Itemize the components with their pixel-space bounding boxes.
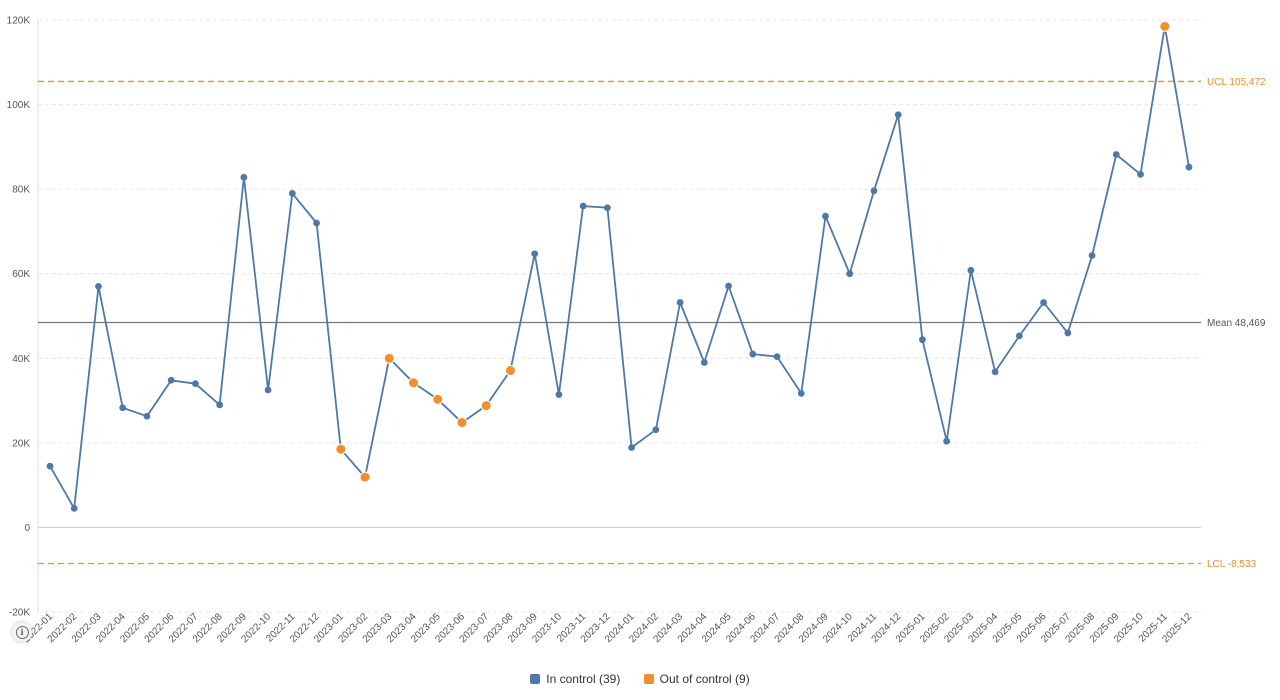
grid-lines [38, 20, 1201, 612]
y-tick-label: 100K [7, 100, 31, 111]
series-line [50, 26, 1189, 508]
data-point-in-control[interactable] [265, 387, 272, 394]
data-point-in-control[interactable] [1113, 151, 1120, 158]
data-point-out-of-control[interactable] [409, 378, 419, 388]
legend-label-in-control: In control (39) [546, 672, 620, 686]
info-icon: i [16, 626, 29, 639]
data-point-out-of-control[interactable] [481, 401, 491, 411]
data-point-in-control[interactable] [895, 111, 902, 118]
reference-lines: UCL 105,472 Mean 48,469 LCL -8,533 [38, 77, 1266, 570]
data-point-in-control[interactable] [119, 404, 126, 411]
y-tick-label: 40K [12, 354, 30, 365]
data-point-in-control[interactable] [652, 426, 659, 433]
y-tick-label: 80K [12, 185, 30, 196]
data-point-out-of-control[interactable] [1160, 21, 1170, 31]
data-point-in-control[interactable] [967, 267, 974, 274]
data-point-in-control[interactable] [1186, 164, 1193, 171]
x-axis: 2022-012022-022022-032022-042022-052022-… [21, 611, 1194, 645]
data-points [47, 21, 1193, 511]
data-point-in-control[interactable] [216, 401, 223, 408]
data-point-in-control[interactable] [1064, 330, 1071, 337]
data-point-in-control[interactable] [943, 438, 950, 445]
mean-label: Mean 48,469 [1207, 318, 1266, 329]
data-point-in-control[interactable] [47, 463, 54, 470]
data-point-in-control[interactable] [556, 391, 563, 398]
data-point-in-control[interactable] [95, 283, 102, 290]
legend-item-out-of-control[interactable]: Out of control (9) [644, 672, 750, 686]
series-polyline [50, 26, 1189, 508]
legend-item-in-control[interactable]: In control (39) [530, 672, 620, 686]
legend-swatch-in-control [530, 674, 540, 684]
data-point-in-control[interactable] [240, 174, 247, 181]
control-chart: -20K 0 20K 40K 60K 80K 100K 120K UCL 105,472 Mea… [0, 0, 1280, 665]
data-point-in-control[interactable] [725, 283, 732, 290]
info-button[interactable]: i [12, 622, 32, 642]
legend: In control (39) Out of control (9) [0, 672, 1280, 687]
data-point-out-of-control[interactable] [360, 472, 370, 482]
data-point-in-control[interactable] [871, 187, 878, 194]
y-tick-label: 60K [12, 269, 30, 280]
data-point-in-control[interactable] [919, 336, 926, 343]
data-point-in-control[interactable] [313, 220, 320, 227]
legend-swatch-out-of-control [644, 674, 654, 684]
y-tick-label: -20K [9, 608, 30, 619]
lcl-label: LCL -8,533 [1207, 559, 1257, 570]
y-tick-label: 0 [24, 523, 30, 534]
data-point-in-control[interactable] [749, 351, 756, 358]
data-point-in-control[interactable] [774, 353, 781, 360]
data-point-in-control[interactable] [1040, 299, 1047, 306]
data-point-in-control[interactable] [846, 270, 853, 277]
data-point-in-control[interactable] [71, 505, 78, 512]
data-point-out-of-control[interactable] [336, 444, 346, 454]
data-point-in-control[interactable] [701, 359, 708, 366]
ucl-label: UCL 105,472 [1207, 77, 1266, 88]
data-point-in-control[interactable] [604, 204, 611, 211]
legend-label-out-of-control: Out of control (9) [660, 672, 750, 686]
data-point-in-control[interactable] [1016, 332, 1023, 339]
data-point-in-control[interactable] [192, 380, 199, 387]
data-point-in-control[interactable] [677, 299, 684, 306]
y-tick-label: 120K [7, 16, 31, 27]
data-point-in-control[interactable] [1137, 171, 1144, 178]
data-point-out-of-control[interactable] [433, 394, 443, 404]
data-point-in-control[interactable] [168, 377, 175, 384]
data-point-out-of-control[interactable] [384, 353, 394, 363]
data-point-in-control[interactable] [822, 213, 829, 220]
data-point-in-control[interactable] [289, 190, 296, 197]
y-axis: -20K 0 20K 40K 60K 80K 100K 120K [7, 16, 38, 619]
data-point-in-control[interactable] [992, 368, 999, 375]
data-point-in-control[interactable] [144, 413, 151, 420]
data-point-in-control[interactable] [628, 444, 635, 451]
data-point-out-of-control[interactable] [457, 418, 467, 428]
data-point-in-control[interactable] [1089, 252, 1096, 259]
data-point-in-control[interactable] [531, 250, 538, 257]
data-point-out-of-control[interactable] [505, 366, 515, 376]
data-point-in-control[interactable] [798, 390, 805, 397]
data-point-in-control[interactable] [580, 203, 587, 210]
y-tick-label: 20K [12, 438, 30, 449]
